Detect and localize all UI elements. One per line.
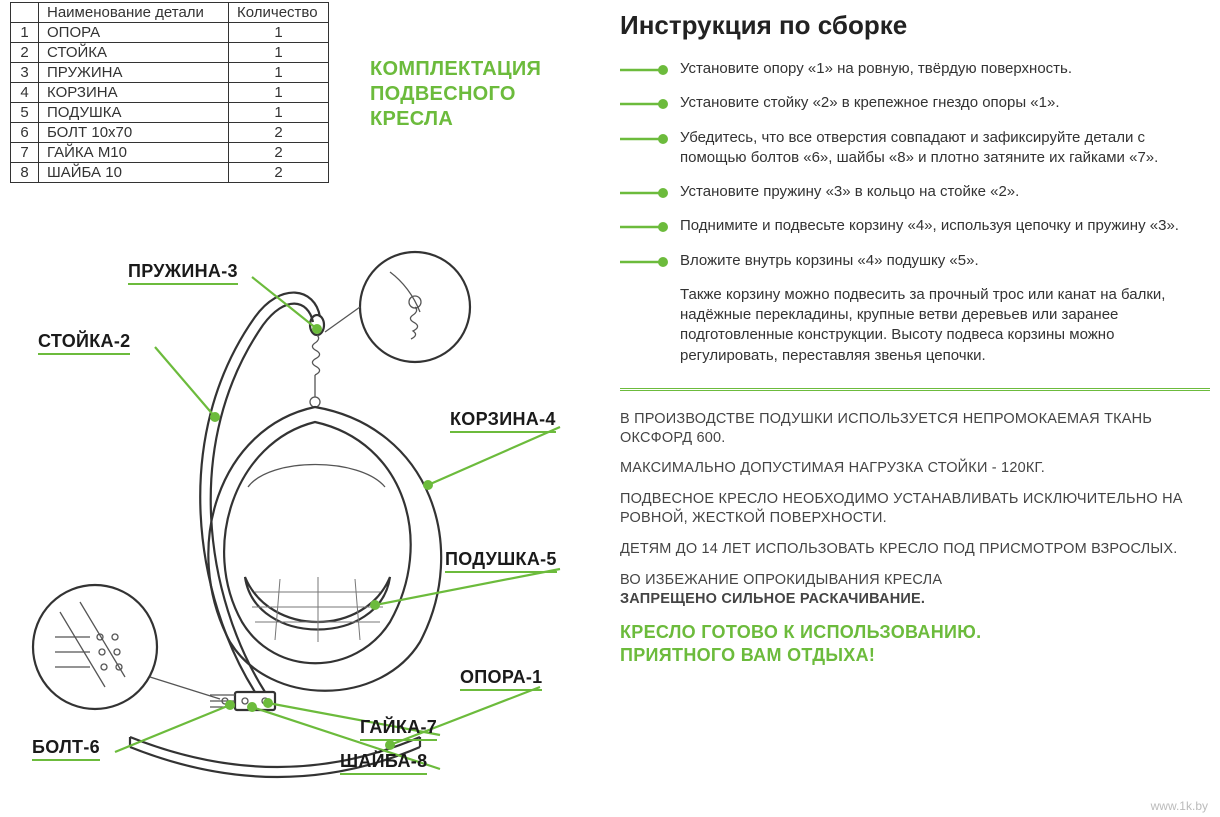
row-num: 8: [11, 163, 39, 183]
row-num: 7: [11, 143, 39, 163]
row-name: БОЛТ 10x70: [39, 123, 229, 143]
row-name: ГАЙКА M10: [39, 143, 229, 163]
row-name: ОПОРА: [39, 23, 229, 43]
step-bullet-icon: [620, 63, 668, 77]
row-name: КОРЗИНА: [39, 83, 229, 103]
table-row: 8ШАЙБА 102: [11, 163, 329, 183]
right-column: Инструкция по сборке Установите опору «1…: [620, 10, 1210, 667]
row-name: ПОДУШКА: [39, 103, 229, 123]
callout-basket: КОРЗИНА-4: [450, 409, 556, 433]
row-num: 2: [11, 43, 39, 63]
row-num: 1: [11, 23, 39, 43]
step-bullet-icon: [620, 132, 668, 146]
parts-table: Наименование детали Количество 1ОПОРА12С…: [10, 2, 329, 183]
row-qty: 1: [229, 103, 329, 123]
row-num: 3: [11, 63, 39, 83]
warning-tipping: ВО ИЗБЕЖАНИЕ ОПРОКИДЫВАНИЯ КРЕСЛА ЗАПРЕЩ…: [620, 571, 1210, 609]
step-text: Установите опору «1» на ровную, твёрдую …: [680, 59, 1072, 79]
table-row: 5ПОДУШКА1: [11, 103, 329, 123]
table-row: 2СТОЙКА1: [11, 43, 329, 63]
step-text: Вложите внутрь корзины «4» подушку «5».: [680, 251, 979, 271]
row-name: ШАЙБА 10: [39, 163, 229, 183]
row-qty: 1: [229, 23, 329, 43]
table-row: 3ПРУЖИНА1: [11, 63, 329, 83]
step: Установите опору «1» на ровную, твёрдую …: [620, 59, 1210, 79]
callout-bolt: БОЛТ-6: [32, 737, 100, 761]
callout-nut: ГАЙКА-7: [360, 717, 437, 741]
warning: ДЕТЯМ ДО 14 ЛЕТ ИСПОЛЬЗОВАТЬ КРЕСЛО ПОД …: [620, 540, 1210, 559]
row-name: ПРУЖИНА: [39, 63, 229, 83]
separator: [620, 388, 1210, 392]
step: Вложите внутрь корзины «4» подушку «5».: [620, 251, 1210, 271]
warning: В ПРОИЗВОДСТВЕ ПОДУШКИ ИСПОЛЬЗУЕТСЯ НЕПР…: [620, 410, 1210, 448]
step-bullet-icon: [620, 255, 668, 269]
watermark: www.1k.by: [1151, 799, 1208, 813]
kit-title: КОМПЛЕКТАЦИЯ ПОДВЕСНОГО КРЕСЛА: [370, 57, 590, 132]
row-qty: 1: [229, 83, 329, 103]
table-row: 1ОПОРА1: [11, 23, 329, 43]
left-column: Наименование детали Количество 1ОПОРА12С…: [10, 2, 590, 183]
step: Убедитесь, что все отверстия совпадают и…: [620, 128, 1210, 169]
step-bullet-icon: [620, 186, 668, 200]
instructions-title: Инструкция по сборке: [620, 10, 1210, 41]
col-name: Наименование детали: [39, 3, 229, 23]
callout-cushion: ПОДУШКА-5: [445, 549, 557, 573]
step-text: Поднимите и подвесьте корзину «4», испол…: [680, 216, 1179, 236]
callout-spring: ПРУЖИНА-3: [128, 261, 238, 285]
row-num: 6: [11, 123, 39, 143]
step-text: Установите стойку «2» в крепежное гнездо…: [680, 93, 1060, 113]
row-qty: 1: [229, 43, 329, 63]
step: Поднимите и подвесьте корзину «4», испол…: [620, 216, 1210, 236]
step: Установите пружину «3» в кольцо на стойк…: [620, 182, 1210, 202]
callout-stand: СТОЙКА-2: [38, 331, 130, 355]
row-num: 4: [11, 83, 39, 103]
table-row: 7ГАЙКА M102: [11, 143, 329, 163]
callout-base: ОПОРА-1: [460, 667, 542, 691]
step-bullet-icon: [620, 220, 668, 234]
assembly-diagram: ПРУЖИНА-3 СТОЙКА-2 КОРЗИНА-4 ПОДУШКА-5 О…: [20, 247, 600, 807]
row-qty: 2: [229, 123, 329, 143]
warning: ПОДВЕСНОЕ КРЕСЛО НЕОБХОДИМО УСТАНАВЛИВАТ…: [620, 490, 1210, 528]
step-text: Убедитесь, что все отверстия совпадают и…: [680, 128, 1210, 169]
step-text: Установите пружину «3» в кольцо на стойк…: [680, 182, 1019, 202]
row-name: СТОЙКА: [39, 43, 229, 63]
row-qty: 2: [229, 143, 329, 163]
table-row: 4КОРЗИНА1: [11, 83, 329, 103]
col-qty: Количество: [229, 3, 329, 23]
row-qty: 1: [229, 63, 329, 83]
step: Установите стойку «2» в крепежное гнездо…: [620, 93, 1210, 113]
additional-note: Также корзину можно подвесить за прочный…: [680, 285, 1210, 366]
step-bullet-icon: [620, 97, 668, 111]
row-qty: 2: [229, 163, 329, 183]
ready-message: КРЕСЛО ГОТОВО К ИСПОЛЬЗОВАНИЮ. ПРИЯТНОГО…: [620, 621, 1210, 668]
row-num: 5: [11, 103, 39, 123]
warning: МАКСИМАЛЬНО ДОПУСТИМАЯ НАГРУЗКА СТОЙКИ -…: [620, 459, 1210, 478]
table-row: 6БОЛТ 10x702: [11, 123, 329, 143]
callout-washer: ШАЙБА-8: [340, 751, 427, 775]
